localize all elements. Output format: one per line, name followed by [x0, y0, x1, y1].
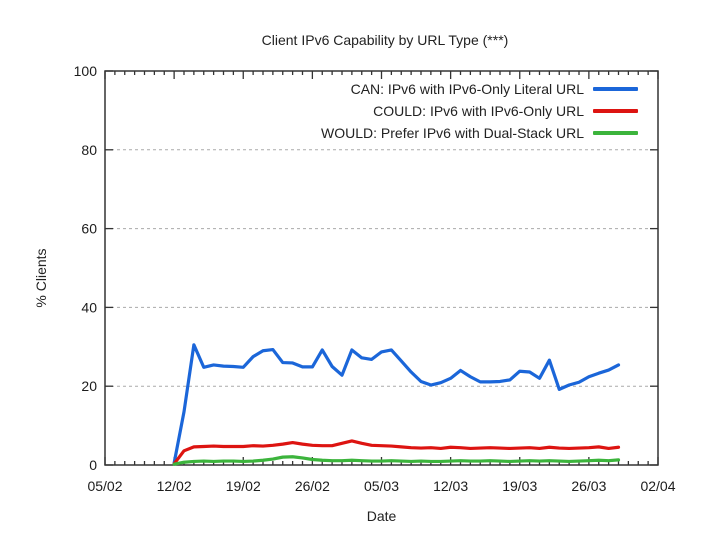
legend-item-can: CAN: IPv6 with IPv6-Only Literal URL [321, 78, 638, 100]
x-tick-label: 12/02 [157, 478, 192, 494]
legend-item-could: COULD: IPv6 with IPv6-Only URL [321, 100, 638, 122]
x-tick-label: 02/04 [640, 478, 675, 494]
y-tick-labels: 0 20 40 60 80 100 [74, 63, 98, 473]
y-tick-label: 0 [89, 457, 97, 473]
y-tick-label: 60 [81, 221, 97, 237]
x-tick-label: 12/03 [433, 478, 468, 494]
series-line-could [172, 439, 621, 466]
legend-line-sample-would [593, 131, 638, 135]
x-tick-label: 26/03 [571, 478, 606, 494]
x-tick-label: 19/03 [502, 478, 537, 494]
x-tick-labels: 05/02 12/02 19/02 26/02 05/03 12/03 19/03 26/03… [87, 478, 675, 494]
x-tick-label: 26/02 [295, 478, 330, 494]
x-axis-label: Date [366, 508, 397, 524]
series-line-would [172, 455, 621, 466]
y-gridlines [105, 149, 658, 387]
chart-title: Client IPv6 Capability by URL Type (***) [261, 32, 509, 48]
series-line-can [172, 343, 621, 465]
y-tick-label: 40 [81, 299, 97, 315]
x-tick-label: 05/02 [87, 478, 122, 494]
legend-label-can: CAN: IPv6 with IPv6-Only Literal URL [350, 81, 584, 97]
y-tick-label: 20 [81, 378, 97, 394]
y-tick-label: 100 [74, 63, 98, 79]
x-tick-label: 05/03 [364, 478, 399, 494]
legend-line-sample-could [593, 109, 638, 113]
x-tick-label: 19/02 [226, 478, 261, 494]
y-tick-label: 80 [81, 142, 97, 158]
legend-item-would: WOULD: Prefer IPv6 with Dual-Stack URL [321, 122, 638, 144]
legend-label-could: COULD: IPv6 with IPv6-Only URL [373, 103, 584, 119]
y-axis-label: % Clients [33, 248, 49, 308]
legend-label-would: WOULD: Prefer IPv6 with Dual-Stack URL [321, 125, 584, 141]
legend-line-sample-can [593, 87, 638, 91]
legend: CAN: IPv6 with IPv6-Only Literal URL COU… [321, 78, 638, 144]
